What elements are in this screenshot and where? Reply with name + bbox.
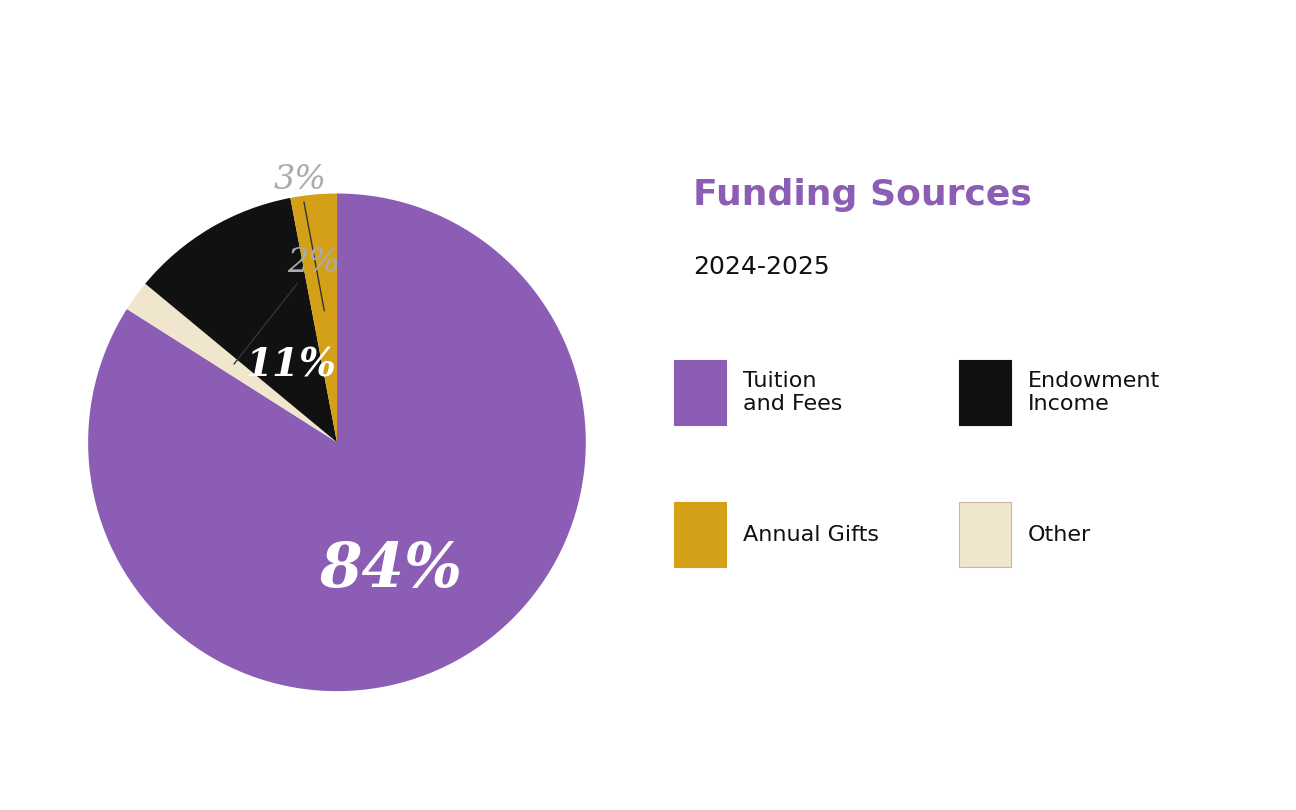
- Wedge shape: [127, 284, 337, 442]
- Text: 2024-2025: 2024-2025: [693, 255, 829, 279]
- Text: Funding Sources: Funding Sources: [693, 178, 1032, 212]
- Text: 3%: 3%: [273, 164, 327, 311]
- Text: 2%: 2%: [235, 247, 340, 364]
- Text: 84%: 84%: [319, 540, 463, 600]
- Text: 11%: 11%: [246, 346, 337, 384]
- Wedge shape: [88, 194, 586, 691]
- Text: Endowment
Income: Endowment Income: [1028, 371, 1160, 415]
- Wedge shape: [145, 198, 337, 442]
- Text: Other: Other: [1028, 525, 1091, 544]
- Text: Tuition
and Fees: Tuition and Fees: [743, 371, 842, 415]
- Text: Annual Gifts: Annual Gifts: [743, 525, 879, 544]
- Wedge shape: [290, 194, 337, 442]
